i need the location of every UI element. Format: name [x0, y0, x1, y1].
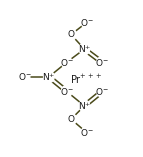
- Text: Pr$^{+++}$: Pr$^{+++}$: [70, 73, 103, 86]
- Circle shape: [66, 113, 76, 125]
- Text: O$^{-}$: O$^{-}$: [60, 57, 74, 68]
- Circle shape: [79, 43, 90, 55]
- Circle shape: [44, 71, 54, 83]
- Circle shape: [19, 71, 30, 83]
- Circle shape: [97, 86, 107, 97]
- Circle shape: [79, 100, 90, 112]
- Circle shape: [61, 57, 72, 68]
- Circle shape: [97, 57, 107, 68]
- Text: N$^{+}$: N$^{+}$: [42, 71, 56, 83]
- Circle shape: [61, 86, 72, 97]
- Circle shape: [66, 29, 76, 40]
- Text: O$^{-}$: O$^{-}$: [95, 57, 109, 68]
- Text: N$^{+}$: N$^{+}$: [78, 100, 91, 112]
- Circle shape: [78, 70, 95, 88]
- Text: O$^{-}$: O$^{-}$: [80, 17, 94, 28]
- Circle shape: [81, 127, 92, 138]
- Text: N$^{+}$: N$^{+}$: [78, 43, 91, 55]
- Text: O: O: [68, 30, 75, 39]
- Text: O$^{-}$: O$^{-}$: [80, 127, 94, 138]
- Text: O$^{-}$: O$^{-}$: [18, 71, 31, 82]
- Circle shape: [81, 17, 92, 28]
- Text: O$^{-}$: O$^{-}$: [95, 86, 109, 97]
- Text: O: O: [68, 115, 75, 124]
- Text: O$^{-}$: O$^{-}$: [60, 86, 74, 97]
